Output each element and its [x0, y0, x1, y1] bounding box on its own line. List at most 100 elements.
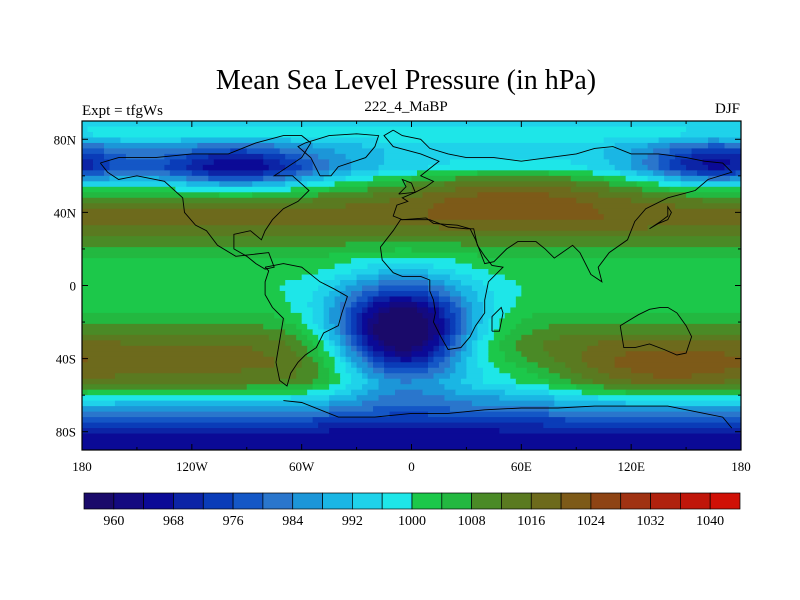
field-cell: [290, 137, 380, 144]
colorbar-label: 968: [163, 514, 184, 529]
field-cell: [548, 411, 741, 418]
field-cell: [691, 373, 741, 380]
field-cell: [521, 334, 561, 341]
field-cell: [82, 175, 111, 182]
field-cell: [658, 137, 709, 144]
field-cell: [125, 153, 165, 160]
field-cell: [103, 142, 198, 150]
field-cell: [351, 312, 358, 319]
field-cell: [455, 175, 572, 182]
field-cell: [444, 318, 451, 325]
field-cell: [438, 345, 446, 352]
field-cell: [109, 175, 160, 182]
coastline: [379, 219, 504, 350]
field-cell: [427, 329, 440, 336]
experiment-label: Expt = tfgWs: [82, 103, 163, 119]
colorbar-label: 1032: [637, 514, 665, 529]
field-cell: [653, 148, 671, 155]
field-cell: [82, 241, 347, 248]
field-cell: [373, 312, 380, 319]
field-cell: [455, 312, 462, 319]
field-cell: [378, 274, 429, 281]
colorbar-label: 1016: [517, 514, 545, 529]
field-cell: [312, 307, 325, 314]
field-cell: [598, 208, 741, 215]
field-cell: [378, 164, 429, 171]
field-cell: [323, 301, 336, 309]
field-cell: [384, 340, 424, 347]
field-cell: [82, 351, 264, 358]
field-cell: [334, 263, 369, 270]
field-cell: [82, 296, 286, 303]
field-cell: [312, 296, 325, 303]
field-cell: [680, 131, 741, 139]
field-cell: [559, 334, 741, 341]
field-cell: [329, 164, 352, 171]
field-cell: [471, 345, 478, 352]
field-cell: [603, 175, 627, 182]
field-cell: [362, 351, 369, 358]
field-cell: [82, 301, 292, 309]
field-cell: [631, 153, 649, 160]
field-cell: [482, 373, 511, 380]
field-cell: [647, 225, 741, 232]
field-cell: [444, 323, 451, 330]
field-cell: [169, 170, 193, 177]
field-cell: [340, 329, 347, 336]
field-cell: [537, 362, 566, 369]
colorbar-label: 984: [282, 514, 303, 529]
field-cell: [389, 301, 418, 309]
field-cell: [82, 439, 741, 446]
field-cell: [329, 159, 352, 166]
field-cell: [82, 225, 440, 232]
field-cell: [345, 175, 374, 182]
field-cell: [164, 153, 187, 160]
field-cell: [477, 329, 489, 336]
field-cell: [82, 433, 741, 440]
field-cell: [499, 428, 741, 435]
field-cell: [488, 356, 506, 363]
field-cell: [631, 378, 726, 385]
field-cell: [323, 175, 347, 182]
field-cell: [438, 340, 446, 347]
field-cell: [455, 186, 572, 193]
field-cell: [345, 312, 352, 319]
field-cell: [345, 285, 363, 292]
field-cell: [345, 153, 385, 160]
field-cell: [340, 345, 347, 352]
field-cell: [351, 323, 358, 330]
colorbar-swatch: [113, 492, 144, 510]
field-cell: [351, 301, 358, 309]
field-cell: [730, 175, 741, 182]
field-cell: [373, 175, 413, 182]
field-cell: [427, 318, 435, 325]
field-cell: [427, 334, 435, 341]
field-cell: [82, 263, 336, 270]
field-cell: [213, 159, 264, 166]
field-cell: [493, 301, 517, 309]
field-cell: [460, 290, 478, 298]
field-cell: [318, 373, 330, 380]
field-cell: [460, 301, 473, 309]
field-cell: [186, 164, 204, 171]
field-cell: [378, 269, 429, 276]
field-cell: [356, 323, 363, 330]
field-cell: [378, 384, 446, 391]
field-cell: [345, 334, 352, 341]
field-cell: [82, 252, 330, 259]
colorbar-swatch: [560, 492, 592, 510]
field-cell: [87, 126, 687, 133]
field-cell: [103, 153, 127, 160]
field-cell: [570, 378, 594, 385]
field-cell: [460, 356, 468, 363]
colorbar-swatch: [232, 492, 264, 510]
field-cell: [488, 340, 500, 347]
field-cell: [378, 318, 429, 325]
field-cell: [680, 170, 698, 177]
field-cell: [279, 159, 297, 166]
field-cell: [356, 312, 363, 319]
field-cell: [581, 356, 616, 363]
x-tick-label: 120E: [617, 459, 645, 474]
field-cell: [82, 329, 286, 336]
field-cell: [373, 356, 385, 363]
